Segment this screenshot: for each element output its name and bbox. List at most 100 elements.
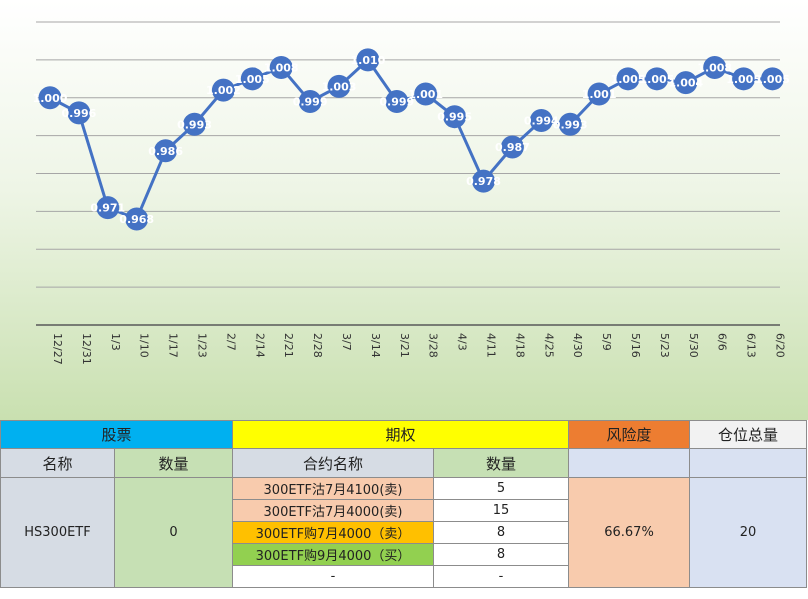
option-contract-cell: 300ETF购9月4000（买） xyxy=(232,543,435,566)
x-tick-label: 5/9 xyxy=(600,333,613,351)
option-header: 期权 xyxy=(232,420,570,449)
data-label: 1.002 xyxy=(206,84,241,97)
data-label: 0.968 xyxy=(119,213,154,226)
chart-area: 12/27 12/31 1/3 1/10 1/17 1/23 2/7 2/14 2/21 2/28… xyxy=(0,0,808,420)
data-point xyxy=(269,55,293,79)
data-point xyxy=(414,82,438,106)
data-label: 1.008 xyxy=(697,61,732,74)
data-point xyxy=(356,48,380,72)
data-label: 0.978 xyxy=(466,175,501,188)
data-label: 0.996 xyxy=(62,107,97,120)
x-tick-label: 3/21 xyxy=(398,333,411,358)
x-tick-label: 4/11 xyxy=(485,333,498,358)
data-point xyxy=(211,78,235,102)
position-table: 股票 期权 风险度 仓位总量 名称 数量 合约名称 数量 HS300ETF 0 … xyxy=(0,420,808,588)
x-tick-label: 5/16 xyxy=(629,333,642,358)
data-point xyxy=(645,67,669,91)
data-label: 1.005 xyxy=(235,73,270,86)
data-label: 0.993 xyxy=(553,118,588,131)
data-point xyxy=(500,135,524,159)
contract-name-column: 合约名称 xyxy=(232,448,435,478)
data-label: 0.994 xyxy=(524,114,559,127)
data-point xyxy=(472,169,495,193)
option-qty-cell: - xyxy=(433,565,570,588)
data-label: 0.986 xyxy=(148,145,183,158)
data-point xyxy=(327,74,351,98)
data-label: 1.001 xyxy=(582,88,617,101)
risk-value-cell: 66.67% xyxy=(568,477,691,588)
option-qty-cell: 15 xyxy=(433,499,570,522)
data-label: 0.971 xyxy=(90,202,125,215)
data-point xyxy=(732,67,756,91)
x-tick-label: 2/28 xyxy=(311,333,324,358)
x-tick-label: 6/20 xyxy=(774,333,787,358)
x-tick-label: 6/6 xyxy=(716,333,729,351)
position-total-cell: 20 xyxy=(689,477,808,588)
data-point xyxy=(674,71,698,95)
data-point xyxy=(587,82,611,106)
data-point xyxy=(298,90,322,114)
risk-subheader xyxy=(568,448,691,478)
data-point xyxy=(616,67,640,91)
x-tick-label: 5/23 xyxy=(658,333,671,358)
data-point xyxy=(443,105,467,129)
x-tick-label: 4/18 xyxy=(513,333,526,358)
data-point xyxy=(67,101,91,125)
x-tick-label: 2/21 xyxy=(282,333,295,358)
x-tick-label: 3/7 xyxy=(340,333,353,351)
data-label: 0.999 xyxy=(379,96,414,109)
data-label: 0.993 xyxy=(177,118,212,131)
option-contract-cell: 300ETF沽7月4000(卖) xyxy=(232,499,435,522)
position-table-area: 股票 期权 风险度 仓位总量 名称 数量 合约名称 数量 HS300ETF 0 … xyxy=(0,420,808,599)
data-point xyxy=(703,55,727,79)
stock-name-cell: HS300ETF xyxy=(0,477,115,588)
x-tick-label: 1/3 xyxy=(109,333,122,351)
data-label: 0.999 xyxy=(293,96,328,109)
x-tick-label: 12/31 xyxy=(80,333,93,365)
position-header: 仓位总量 xyxy=(689,420,808,449)
stock-qty-column: 数量 xyxy=(113,448,234,478)
data-point xyxy=(240,67,264,91)
stock-name-column: 名称 xyxy=(0,448,115,478)
data-label: 1.000 xyxy=(33,92,68,105)
option-contract-cell: - xyxy=(232,565,435,588)
stock-qty-cell: 0 xyxy=(113,477,234,588)
x-tick-label: 4/30 xyxy=(571,333,584,358)
data-point xyxy=(183,112,206,136)
data-point xyxy=(125,207,149,231)
data-label: 1.010 xyxy=(351,54,386,67)
data-point xyxy=(761,67,784,91)
x-tick-label: 4/3 xyxy=(456,333,469,351)
data-label: 1.008 xyxy=(264,61,299,74)
data-label: 1.005 xyxy=(755,73,790,86)
position-subheader xyxy=(689,448,808,478)
data-label: 1.001 xyxy=(408,88,443,101)
data-label: 1.005 xyxy=(611,73,646,86)
x-tick-label: 2/7 xyxy=(224,333,237,351)
data-point xyxy=(38,86,62,110)
risk-header: 风险度 xyxy=(568,420,691,449)
data-point xyxy=(96,196,120,220)
data-label: 1.004 xyxy=(668,77,703,90)
data-label: 1.003 xyxy=(322,80,357,93)
x-tick-label: 5/30 xyxy=(687,333,700,358)
option-contract-cell: 300ETF沽7月4100(卖) xyxy=(232,477,435,500)
data-point xyxy=(385,90,409,114)
x-tick-label: 3/28 xyxy=(427,333,440,358)
x-tick-label: 6/13 xyxy=(745,333,758,358)
x-tick-label: 12/27 xyxy=(51,333,64,365)
data-label: 0.987 xyxy=(495,141,530,154)
data-point xyxy=(558,112,582,136)
x-tick-label: 1/10 xyxy=(138,333,151,358)
option-qty-cell: 8 xyxy=(433,543,570,566)
data-point xyxy=(154,139,178,163)
x-tick-label: 1/17 xyxy=(167,333,180,358)
x-tick-label: 4/25 xyxy=(542,333,555,358)
option-qty-cell: 8 xyxy=(433,521,570,544)
x-tick-label: 2/14 xyxy=(253,333,266,358)
data-label: 0.995 xyxy=(437,111,472,124)
x-tick-label: 1/23 xyxy=(196,333,209,358)
option-contract-cell: 300ETF购7月4000（卖） xyxy=(232,521,435,544)
stock-header: 股票 xyxy=(0,420,234,449)
option-qty-cell: 5 xyxy=(433,477,570,500)
